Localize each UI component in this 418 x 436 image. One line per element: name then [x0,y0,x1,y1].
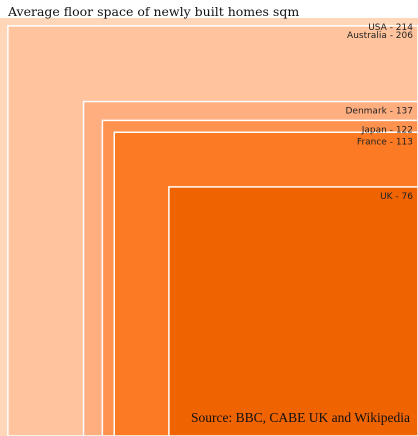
label-japan: Japan - 122 [361,125,413,135]
label-australia: Australia - 206 [347,31,413,41]
label-usa: USA - 214 [368,23,413,33]
square-uk [168,186,418,436]
label-france: France - 113 [357,137,413,147]
chart-source: Source: BBC, CABE UK and Wikipedia [191,410,410,425]
label-uk: UK - 76 [380,192,413,202]
label-denmark: Denmark - 137 [345,107,413,117]
chart-title: Average floor space of newly built homes… [8,4,300,19]
